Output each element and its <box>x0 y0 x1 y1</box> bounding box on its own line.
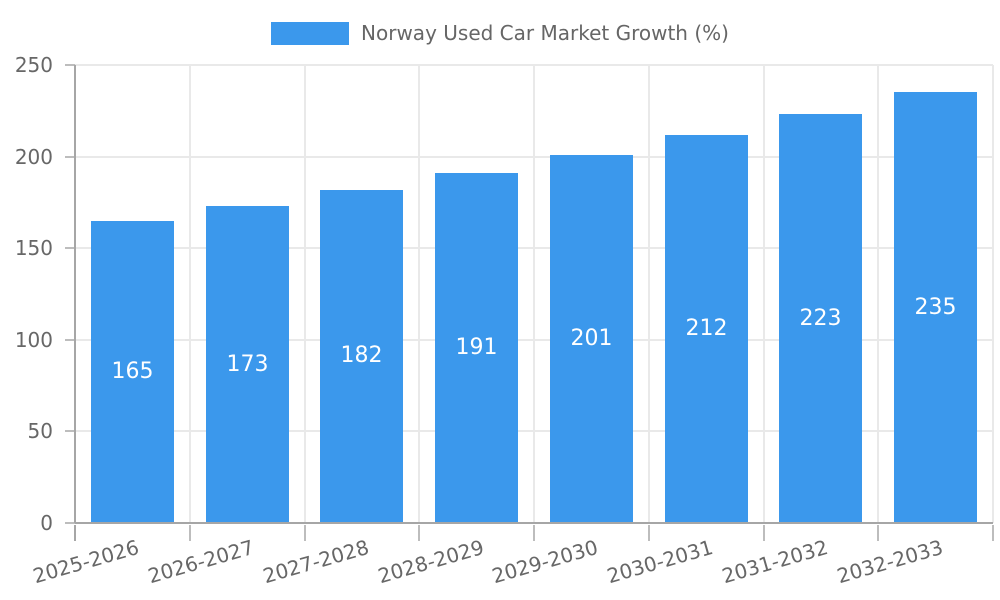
y-axis-tick <box>65 338 75 341</box>
x-axis-tick-label: 2029-2030 <box>489 535 601 589</box>
bar[interactable]: 212 <box>665 134 748 523</box>
y-axis-line <box>74 65 76 523</box>
x-axis-tick-label: 2028-2029 <box>374 535 487 589</box>
y-axis-tick <box>65 522 75 524</box>
x-axis-tick <box>647 525 650 541</box>
x-gridline <box>188 65 191 523</box>
legend-label: Norway Used Car Market Growth (%) <box>361 21 729 45</box>
bar[interactable]: 201 <box>550 154 633 523</box>
x-axis-tick <box>877 525 880 541</box>
y-axis-tick-label: 50 <box>27 419 53 444</box>
y-axis-tick-label: 100 <box>14 327 53 352</box>
x-axis-tick-label: 2027-2028 <box>260 535 372 589</box>
y-axis-tick <box>65 64 75 66</box>
x-axis-tick-label: 2030-2031 <box>604 535 716 589</box>
chart-legend-item[interactable]: Norway Used Car Market Growth (%) <box>0 21 1000 45</box>
bar-value-label: 212 <box>685 315 728 341</box>
y-axis-tick <box>65 247 75 250</box>
x-gridline <box>762 65 765 523</box>
bar[interactable]: 223 <box>779 114 862 523</box>
y-axis-tick <box>65 155 75 158</box>
x-axis-tick <box>303 525 306 541</box>
x-gridline <box>877 65 880 523</box>
x-gridline <box>992 65 994 523</box>
x-gridline <box>418 65 421 523</box>
x-axis-tick <box>992 525 994 541</box>
bar-value-label: 173 <box>226 351 269 377</box>
y-axis-tick-label: 150 <box>14 236 53 261</box>
y-axis-tick <box>65 430 75 433</box>
bar[interactable]: 173 <box>206 206 289 523</box>
x-axis-tick-label: 2031-2032 <box>719 535 831 589</box>
x-axis-tick-label: 2032-2033 <box>833 535 946 589</box>
bar[interactable]: 182 <box>320 189 403 523</box>
y-axis-tick-label: 250 <box>14 53 53 77</box>
x-gridline <box>303 65 306 523</box>
bar[interactable]: 165 <box>91 220 174 523</box>
bar-value-label: 235 <box>914 294 957 320</box>
bar-value-label: 191 <box>455 335 498 361</box>
bar-value-label: 165 <box>111 358 154 384</box>
legend-swatch <box>271 21 350 45</box>
bar-value-label: 201 <box>570 325 613 351</box>
x-axis-line <box>75 522 993 524</box>
y-axis-tick-label: 0 <box>40 511 53 535</box>
bar-value-label: 182 <box>340 343 383 369</box>
x-axis-tick <box>762 525 765 541</box>
x-axis-tick-label: 2026-2027 <box>145 535 257 589</box>
bar[interactable]: 235 <box>894 92 977 523</box>
x-axis-tick <box>188 525 191 541</box>
x-axis-tick <box>533 525 535 541</box>
bar[interactable]: 191 <box>435 173 518 523</box>
x-gridline <box>647 65 650 523</box>
x-axis-tick-label: 2025-2026 <box>30 535 142 589</box>
y-axis-tick-label: 200 <box>14 144 53 169</box>
x-axis-tick <box>74 525 76 541</box>
bar-value-label: 223 <box>799 305 842 331</box>
x-axis-tick <box>418 525 421 541</box>
x-gridline <box>533 65 535 523</box>
